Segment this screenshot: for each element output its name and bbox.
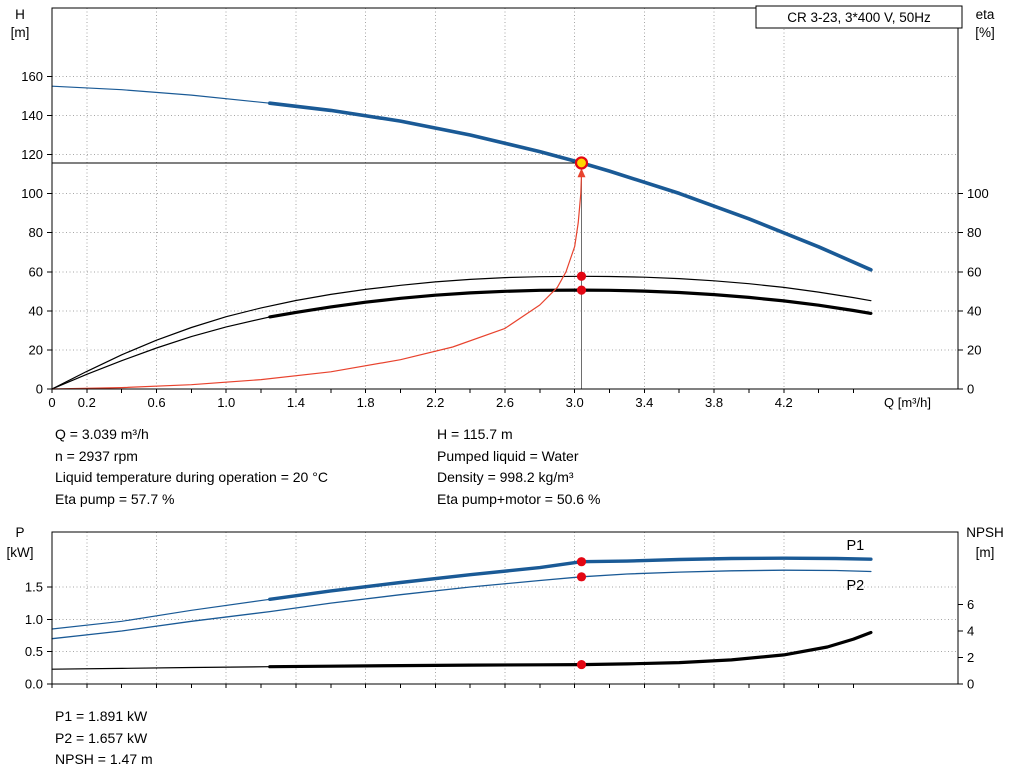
info-eta-pump-motor: Eta pump+motor = 50.6 %: [437, 490, 601, 507]
p2-curve: [51, 569, 872, 640]
svg-text:1.8: 1.8: [357, 395, 375, 410]
svg-text:60: 60: [29, 264, 43, 279]
plot-frame: [51, 531, 959, 685]
svg-text:0: 0: [48, 395, 55, 410]
duty-point-marker: [574, 156, 589, 170]
info-speed: n = 2937 rpm: [55, 447, 138, 464]
svg-text:0: 0: [967, 677, 974, 692]
svg-text:20: 20: [29, 342, 43, 357]
eta-pump-motor-curve: [268, 288, 873, 319]
svg-text:NPSH: NPSH: [966, 525, 1004, 540]
svg-text:40: 40: [29, 303, 43, 318]
svg-text:0: 0: [36, 382, 43, 397]
svg-text:120: 120: [21, 147, 43, 162]
info-pumped-liquid: Pumped liquid = Water: [437, 447, 579, 464]
duty-info-left-column: Q = 3.039 m³/h n = 2937 rpm Liquid tempe…: [55, 424, 328, 510]
svg-text:100: 100: [21, 186, 43, 201]
info-flow: Q = 3.039 m³/h: [55, 426, 149, 442]
svg-text:0.2: 0.2: [78, 395, 96, 410]
svg-text:1.4: 1.4: [287, 395, 305, 410]
svg-text:[kW]: [kW]: [7, 545, 34, 560]
svg-text:2: 2: [967, 650, 974, 665]
svg-text:[m]: [m]: [11, 25, 30, 40]
svg-text:20: 20: [967, 342, 981, 357]
info-head: H = 115.7 m: [437, 426, 513, 442]
info-eta-pump: Eta pump = 57.7 %: [55, 490, 175, 507]
svg-text:3.0: 3.0: [566, 395, 584, 410]
result-dot-marker: [576, 271, 587, 281]
svg-text:140: 140: [21, 108, 43, 123]
info-npsh: NPSH = 1.47 m: [55, 751, 153, 767]
svg-text:1.5: 1.5: [25, 579, 43, 594]
result-dot-marker: [576, 659, 587, 670]
svg-text:P: P: [15, 525, 24, 540]
svg-text:[m]: [m]: [976, 545, 995, 560]
eta-pump-curve: [51, 275, 872, 390]
svg-text:3.8: 3.8: [705, 395, 723, 410]
svg-text:0.5: 0.5: [25, 644, 43, 659]
hq-eta-chart: 0 0.2 0.6 1.0 1.4 1.8 2.2 2.6 3.0 3.4 3.8 4.2 Q [m³/…: [11, 5, 995, 410]
power-npsh-info: P1 = 1.891 kW P2 = 1.657 kW NPSH = 1.47 …: [55, 706, 153, 771]
svg-text:3.4: 3.4: [635, 395, 653, 410]
p1-curve: [268, 556, 873, 602]
plot-frame: [51, 7, 959, 390]
info-liquid-temperature: Liquid temperature during operation = 20…: [55, 469, 328, 485]
svg-text:4: 4: [967, 624, 974, 639]
p1-curve-extension: [51, 598, 271, 630]
hq-curve: [267, 101, 873, 272]
npsh-curve: [268, 630, 873, 669]
svg-text:100: 100: [967, 186, 989, 201]
eta-pump-motor-extension: [51, 316, 271, 390]
info-density: Density = 998.2 kg/m³: [437, 469, 574, 485]
system-curve: [51, 173, 583, 390]
curve-title-text: CR 3-23, 3*400 V, 50Hz: [787, 10, 931, 25]
svg-text:[%]: [%]: [975, 25, 995, 40]
svg-text:0.6: 0.6: [147, 395, 165, 410]
result-dot-marker: [576, 557, 587, 567]
npsh-curve-extension: [51, 666, 271, 670]
svg-text:2.6: 2.6: [496, 395, 514, 410]
svg-text:Q [m³/h]: Q [m³/h]: [884, 395, 931, 410]
svg-text:eta: eta: [976, 7, 995, 22]
system-curve-arrowhead: [577, 168, 586, 178]
result-dot-marker: [576, 285, 587, 295]
svg-text:40: 40: [967, 303, 981, 318]
hq-curve-extension: [51, 85, 271, 104]
svg-text:60: 60: [967, 264, 981, 279]
svg-text:H: H: [15, 7, 25, 22]
info-p2: P2 = 1.657 kW: [55, 729, 148, 746]
svg-text:80: 80: [967, 225, 981, 240]
svg-text:160: 160: [21, 69, 43, 84]
svg-text:6: 6: [967, 597, 974, 612]
duty-info-right-column: H = 115.7 m Pumped liquid = Water Densit…: [437, 424, 600, 510]
svg-text:2.2: 2.2: [426, 395, 444, 410]
svg-text:4.2: 4.2: [775, 395, 793, 410]
svg-text:80: 80: [29, 225, 43, 240]
power-npsh-chart: 0.0 0.5 1.0 1.5 0 2 4 6 P [kW] NPSH [m] P1 P2: [7, 525, 1004, 692]
svg-text:0.0: 0.0: [25, 677, 43, 692]
svg-text:P2: P2: [846, 578, 864, 594]
result-dot-marker: [576, 572, 587, 582]
info-p1: P1 = 1.891 kW: [55, 708, 148, 724]
curve-title-box: [755, 5, 963, 29]
svg-text:P1: P1: [846, 538, 864, 554]
svg-text:1.0: 1.0: [217, 395, 235, 410]
svg-text:1.0: 1.0: [25, 612, 43, 627]
svg-text:0: 0: [967, 382, 974, 397]
